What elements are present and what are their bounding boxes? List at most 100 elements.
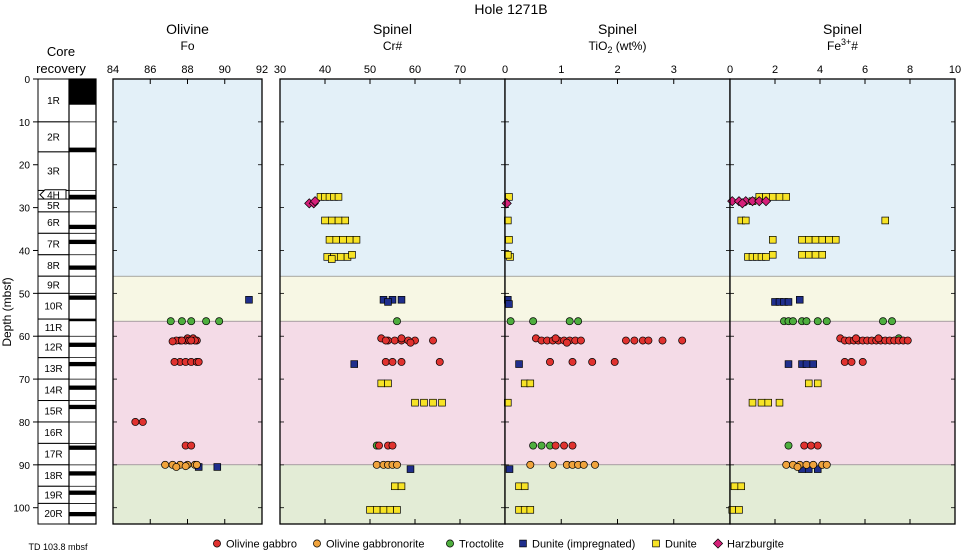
data-point	[775, 398, 784, 407]
data-point	[384, 379, 392, 388]
x-tick-label: 10	[949, 64, 961, 76]
recovered-interval	[69, 224, 96, 230]
data-point	[644, 336, 653, 345]
data-point	[391, 482, 399, 491]
data-point	[784, 360, 793, 368]
series-olivine-gabbro	[375, 334, 444, 450]
core-interval	[37, 78, 70, 123]
recovered-interval	[69, 342, 96, 347]
recovered-interval	[69, 445, 96, 450]
data-point	[610, 357, 619, 366]
x-tick-label: 2	[772, 64, 778, 76]
data-point	[813, 379, 822, 388]
series-dunite-impregnated	[350, 296, 415, 473]
data-point	[334, 216, 343, 225]
data-point	[177, 336, 186, 345]
series-olivine-gabbro	[800, 334, 912, 450]
data-point	[397, 357, 406, 366]
data-point	[505, 300, 513, 308]
legend-label: Olivine gabbronorite	[326, 539, 424, 551]
data-point	[181, 462, 190, 471]
series-troctolite	[506, 317, 583, 450]
x-tick-label: 30	[274, 64, 286, 76]
lithology-zone	[505, 276, 730, 322]
core-label: 16R	[44, 428, 62, 439]
data-point	[560, 441, 569, 450]
data-point	[397, 482, 406, 491]
legend-label: Troctolite	[459, 539, 504, 551]
data-point	[411, 398, 419, 407]
data-point	[903, 336, 912, 345]
data-point	[798, 251, 806, 259]
data-point	[520, 482, 529, 491]
data-point	[435, 357, 444, 366]
data-point	[192, 460, 201, 469]
data-point	[879, 317, 887, 326]
core-label: 17R	[44, 450, 62, 461]
legend-marker	[712, 538, 724, 549]
data-point	[172, 463, 181, 471]
panel-title: Spinel	[373, 21, 412, 37]
data-point	[811, 251, 820, 259]
depth-tick-label: 30	[19, 204, 31, 215]
lithology-zone	[280, 79, 505, 277]
x-tick-label: 0	[727, 64, 733, 76]
series-olivine-gabbronorite	[526, 460, 599, 469]
core-recovery-heading-line2: recovery	[36, 61, 86, 76]
data-point	[406, 338, 415, 347]
legend-label: Olivine gabbro	[226, 539, 297, 551]
data-point	[161, 460, 170, 469]
lithology-zone	[505, 79, 730, 277]
series-dunite	[316, 193, 446, 514]
data-point	[515, 360, 523, 368]
chart-panel-3: Spinel TiO2 (wt%) 0 1 2 3	[501, 21, 731, 525]
core-label: 19R	[44, 490, 62, 501]
series-dunite-impregnated	[771, 296, 822, 473]
data-point	[658, 336, 667, 345]
data-point	[138, 418, 147, 426]
data-point	[397, 296, 406, 304]
data-point	[339, 236, 347, 244]
data-point	[818, 236, 826, 244]
lithology-zone	[113, 79, 262, 277]
legend-label: Harzburgite	[727, 539, 784, 551]
data-point	[377, 379, 386, 388]
data-point	[813, 465, 822, 473]
data-point	[352, 236, 361, 244]
data-point	[678, 336, 687, 345]
core-label: 14R	[44, 385, 62, 396]
data-point	[591, 460, 599, 469]
core-interval	[37, 121, 70, 153]
data-point	[429, 398, 437, 407]
data-point	[789, 317, 797, 326]
data-point	[768, 251, 777, 259]
data-point	[754, 196, 765, 207]
data-point	[588, 357, 597, 366]
data-point	[529, 317, 538, 326]
x-tick-label: 4	[817, 64, 823, 76]
data-point	[393, 506, 401, 514]
data-point	[310, 196, 321, 207]
data-point	[804, 236, 813, 244]
depth-tick-label: 40	[19, 246, 31, 257]
data-point	[386, 506, 395, 514]
data-point	[548, 460, 557, 469]
x-tick-label: 40	[319, 64, 331, 76]
legend-label: Dunite (impregnated)	[532, 539, 635, 551]
data-point	[798, 236, 806, 244]
series-dunite	[728, 193, 889, 514]
core-label: 7R	[47, 240, 60, 251]
panel-frame	[729, 78, 956, 525]
recovered-interval	[69, 471, 96, 476]
data-point	[334, 193, 343, 201]
chart-panel-2: Spinel Cr# 30 40 50 60 70	[274, 21, 506, 525]
data-point	[730, 482, 739, 491]
series-harzburgite	[304, 196, 321, 209]
x-tick-label: 90	[219, 64, 231, 76]
data-point	[406, 465, 415, 473]
data-point	[881, 216, 889, 225]
data-point	[802, 460, 811, 469]
data-point	[741, 216, 750, 225]
chart-panel-1: Olivine Fo 84 86 88 90 92	[107, 21, 268, 525]
